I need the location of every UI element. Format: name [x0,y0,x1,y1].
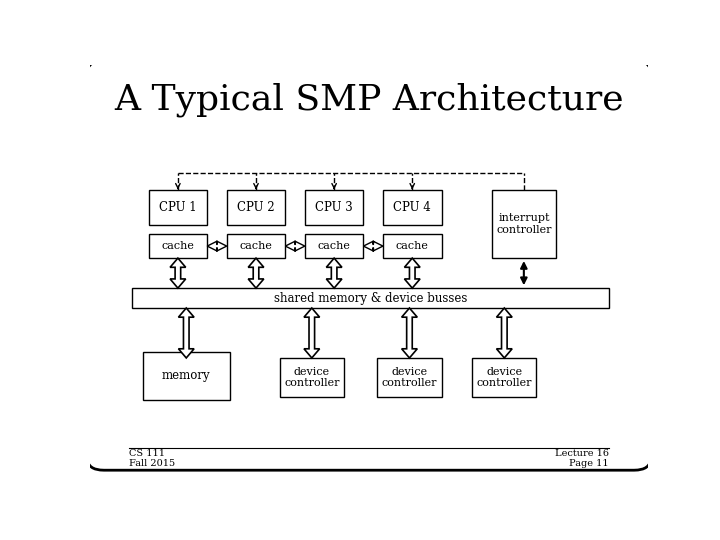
Bar [280,358,344,397]
Bar [492,190,556,258]
FancyBboxPatch shape [87,60,651,470]
Polygon shape [326,258,342,288]
Polygon shape [207,241,227,251]
Polygon shape [285,241,305,251]
Text: CS 111
Fall 2015: CS 111 Fall 2015 [129,449,175,468]
Text: memory: memory [162,369,210,382]
Text: cache: cache [161,241,194,251]
Text: device
controller: device controller [382,367,437,388]
Text: cache: cache [396,241,428,251]
Text: CPU 1: CPU 1 [159,201,197,214]
Text: Lecture 16
Page 11: Lecture 16 Page 11 [555,449,609,468]
Polygon shape [170,258,186,288]
Text: interrupt
controller: interrupt controller [496,213,552,235]
Polygon shape [248,258,264,288]
Polygon shape [497,308,512,358]
Text: cache: cache [240,241,272,251]
Bar [305,190,364,225]
Bar [377,358,441,397]
Bar [143,352,230,400]
Polygon shape [405,258,420,288]
Text: cache: cache [318,241,351,251]
Bar [305,234,364,258]
Bar [227,234,285,258]
Text: device
controller: device controller [477,367,532,388]
Polygon shape [179,308,194,358]
Text: A Typical SMP Architecture: A Typical SMP Architecture [114,83,624,117]
Polygon shape [304,308,320,358]
Text: CPU 2: CPU 2 [237,201,275,214]
Bar [227,190,285,225]
Bar [132,288,609,308]
Text: CPU 3: CPU 3 [315,201,353,214]
Text: shared memory & device busses: shared memory & device busses [274,292,467,305]
Bar [472,358,536,397]
Bar [383,234,441,258]
Polygon shape [402,308,418,358]
Bar [148,234,207,258]
Polygon shape [364,241,383,251]
Bar [383,190,441,225]
Bar [148,190,207,225]
Text: device
controller: device controller [284,367,340,388]
Text: CPU 4: CPU 4 [393,201,431,214]
